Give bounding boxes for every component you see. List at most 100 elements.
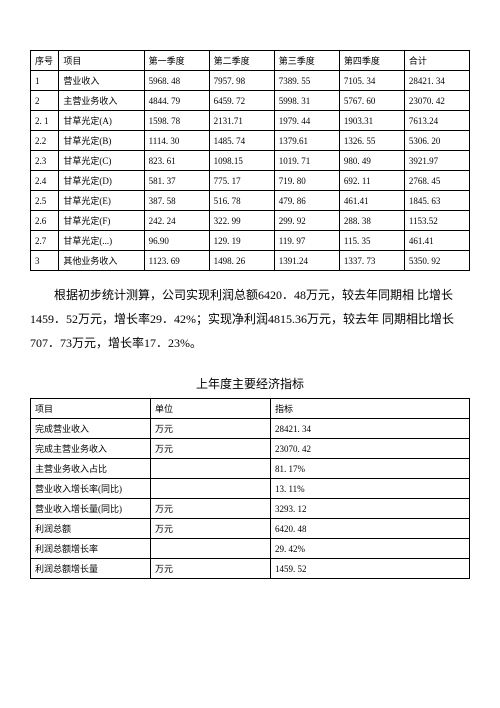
table-row: 2主营业务收入4844. 796459. 725998. 315767. 602… xyxy=(31,91,470,111)
table-row: 1营业收入5968. 487957. 987389. 557105. 34284… xyxy=(31,71,470,91)
cell-q1: 96.90 xyxy=(144,231,209,251)
table-row: 完成营业收入万元28421. 34 xyxy=(31,419,470,439)
cell-q2: 322. 99 xyxy=(209,211,274,231)
cell-q4: 980. 49 xyxy=(339,151,404,171)
cell-total: 5306. 20 xyxy=(404,131,469,151)
cell-seq: 2. 1 xyxy=(31,111,59,131)
cell-q2: 516. 78 xyxy=(209,191,274,211)
cell-q2: 6459. 72 xyxy=(209,91,274,111)
cell-q1: 581. 37 xyxy=(144,171,209,191)
cell-q3: 119. 97 xyxy=(274,231,339,251)
cell-q4: 5767. 60 xyxy=(339,91,404,111)
cell-seq: 2.6 xyxy=(31,211,59,231)
cell2-item: 主营业务收入占比 xyxy=(31,459,151,479)
cell2-unit: 万元 xyxy=(151,419,271,439)
cell-q3: 719. 80 xyxy=(274,171,339,191)
table-row: 利润总额增长率 29. 42% xyxy=(31,539,470,559)
cell-q3: 1379.61 xyxy=(274,131,339,151)
cell-q3: 1979. 44 xyxy=(274,111,339,131)
indicators-table: 项目 单位 指标 完成营业收入万元28421. 34完成主营业务收入万元2307… xyxy=(30,398,470,579)
table-row: 利润总额万元6420. 48 xyxy=(31,519,470,539)
cell2-item: 利润总额增长率 xyxy=(31,539,151,559)
table-row: 2. 1甘草光定(A)1598. 782131.711979. 441903.3… xyxy=(31,111,470,131)
cell2-unit: 万元 xyxy=(151,519,271,539)
cell-q2: 129. 19 xyxy=(209,231,274,251)
cell2-val: 6420. 48 xyxy=(271,519,470,539)
cell-q3: 479. 86 xyxy=(274,191,339,211)
cell-seq: 3 xyxy=(31,251,59,271)
cell-q2: 1498. 26 xyxy=(209,251,274,271)
cell-item: 其他业务收入 xyxy=(59,251,144,271)
header-q4: 第四季度 xyxy=(339,51,404,71)
table2-header-row: 项目 单位 指标 xyxy=(31,399,470,419)
cell2-val: 29. 42% xyxy=(271,539,470,559)
cell-total: 3921.97 xyxy=(404,151,469,171)
cell-total: 28421. 34 xyxy=(404,71,469,91)
table2-title: 上年度主要经济指标 xyxy=(30,375,470,392)
quarterly-table: 序号 项目 第一季度 第二季度 第三季度 第四季度 合计 1营业收入5968. … xyxy=(30,50,470,271)
cell-q1: 1598. 78 xyxy=(144,111,209,131)
cell2-val: 13. 11% xyxy=(271,479,470,499)
cell-total: 23070. 42 xyxy=(404,91,469,111)
cell-q1: 823. 61 xyxy=(144,151,209,171)
cell-q4: 692. 11 xyxy=(339,171,404,191)
header-total: 合计 xyxy=(404,51,469,71)
header-q2: 第二季度 xyxy=(209,51,274,71)
cell2-item: 营业收入增长率(同比) xyxy=(31,479,151,499)
cell-seq: 2 xyxy=(31,91,59,111)
cell-item: 甘草光定(...) xyxy=(59,231,144,251)
cell-total: 1153.52 xyxy=(404,211,469,231)
table-row: 2.4甘草光定(D)581. 37775. 17719. 80692. 1127… xyxy=(31,171,470,191)
summary-paragraph: 根据初步统计测算，公司实现利润总额6420．48万元，较去年同期相 比增长145… xyxy=(30,283,470,355)
cell2-item: 利润总额 xyxy=(31,519,151,539)
cell-item: 甘草光定(C) xyxy=(59,151,144,171)
cell2-unit xyxy=(151,539,271,559)
cell2-val: 81. 17% xyxy=(271,459,470,479)
cell2-item: 完成主营业务收入 xyxy=(31,439,151,459)
cell-q3: 1019. 71 xyxy=(274,151,339,171)
table-row: 营业收入增长率(同比) 13. 11% xyxy=(31,479,470,499)
cell-item: 主营业务收入 xyxy=(59,91,144,111)
cell2-unit xyxy=(151,479,271,499)
cell-seq: 2.5 xyxy=(31,191,59,211)
cell-item: 甘草光定(B) xyxy=(59,131,144,151)
cell-q4: 1337. 73 xyxy=(339,251,404,271)
table-row: 2.2甘草光定(B)1114. 301485. 741379.611326. 5… xyxy=(31,131,470,151)
cell-seq: 1 xyxy=(31,71,59,91)
cell-item: 甘草光定(D) xyxy=(59,171,144,191)
cell2-val: 3293. 12 xyxy=(271,499,470,519)
cell-item: 营业收入 xyxy=(59,71,144,91)
cell-seq: 2.3 xyxy=(31,151,59,171)
cell-q4: 115. 35 xyxy=(339,231,404,251)
table-row: 2.6甘草光定(F)242. 24322. 99299. 92288. 3811… xyxy=(31,211,470,231)
cell-q2: 2131.71 xyxy=(209,111,274,131)
cell-q3: 1391.24 xyxy=(274,251,339,271)
cell-seq: 2.4 xyxy=(31,171,59,191)
table-row: 主营业务收入占比 81. 17% xyxy=(31,459,470,479)
table-row: 2.7甘草光定(...)96.90129. 19119. 97115. 3546… xyxy=(31,231,470,251)
cell-q3: 5998. 31 xyxy=(274,91,339,111)
header-item: 项目 xyxy=(59,51,144,71)
header2-unit: 单位 xyxy=(151,399,271,419)
header-q3: 第三季度 xyxy=(274,51,339,71)
cell-item: 甘草光定(E) xyxy=(59,191,144,211)
cell-seq: 2.7 xyxy=(31,231,59,251)
cell-q2: 775. 17 xyxy=(209,171,274,191)
header2-item: 项目 xyxy=(31,399,151,419)
table-row: 2.5甘草光定(E)387. 58516. 78479. 86461.41184… xyxy=(31,191,470,211)
cell-total: 5350. 92 xyxy=(404,251,469,271)
cell-q3: 299. 92 xyxy=(274,211,339,231)
cell2-val: 28421. 34 xyxy=(271,419,470,439)
header2-val: 指标 xyxy=(271,399,470,419)
cell-q1: 387. 58 xyxy=(144,191,209,211)
cell-q1: 1123. 69 xyxy=(144,251,209,271)
cell-q4: 7105. 34 xyxy=(339,71,404,91)
cell2-unit: 万元 xyxy=(151,439,271,459)
cell-q2: 1485. 74 xyxy=(209,131,274,151)
table-row: 利润总额增长量万元1459. 52 xyxy=(31,559,470,579)
cell-q1: 5968. 48 xyxy=(144,71,209,91)
table-row: 完成主营业务收入万元23070. 42 xyxy=(31,439,470,459)
cell-q4: 1326. 55 xyxy=(339,131,404,151)
header-q1: 第一季度 xyxy=(144,51,209,71)
table-row: 3其他业务收入1123. 691498. 261391.241337. 7353… xyxy=(31,251,470,271)
